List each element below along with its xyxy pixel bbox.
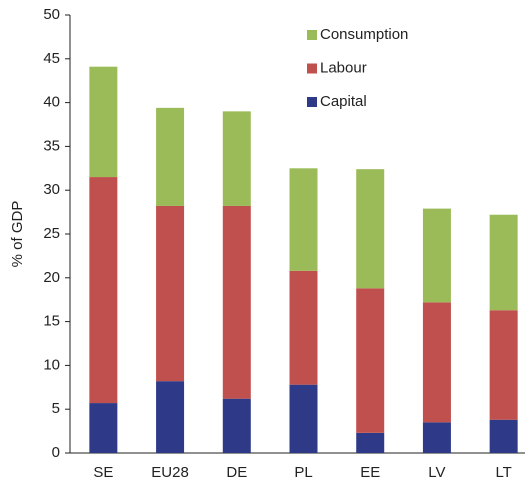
bar-segment	[222, 111, 251, 206]
x-tick-label: EE	[360, 464, 380, 481]
x-tick-label: SE	[93, 464, 113, 481]
y-tick-label: 40	[43, 94, 60, 111]
bar-segment	[489, 310, 518, 420]
bar-segment	[156, 107, 185, 206]
bar-segment	[222, 205, 251, 399]
bar-segment	[422, 302, 451, 423]
bar-segment	[89, 177, 118, 404]
bar-segment	[289, 270, 318, 385]
legend-label: Labour	[320, 59, 367, 76]
bar-segment	[489, 419, 518, 453]
y-tick-label: 30	[43, 181, 60, 198]
bar-segment	[89, 66, 118, 178]
x-tick-label: DE	[226, 464, 247, 481]
x-tick-label: EU28	[151, 464, 189, 481]
bar-segment	[356, 432, 385, 453]
legend-label: Consumption	[320, 26, 408, 43]
y-tick-label: 0	[52, 444, 60, 461]
y-tick-label: 10	[43, 356, 60, 373]
y-tick-label: 35	[43, 137, 60, 154]
bar-segment	[489, 214, 518, 311]
bar-segment	[289, 384, 318, 453]
y-tick-label: 15	[43, 313, 60, 330]
bar-segment	[422, 422, 451, 453]
bar-segment	[156, 205, 185, 382]
bar-segment	[222, 398, 251, 453]
y-tick-label: 5	[52, 400, 60, 417]
x-tick-label: PL	[294, 464, 312, 481]
y-tick-label: 45	[43, 50, 60, 67]
y-tick-label: 25	[43, 225, 60, 242]
x-tick-label: LT	[495, 464, 511, 481]
x-tick-label: LV	[428, 464, 445, 481]
bar-segment	[356, 288, 385, 433]
y-tick-label: 50	[43, 6, 60, 23]
bar-segment	[356, 169, 385, 289]
bar-segment	[289, 168, 318, 271]
bar-segment	[89, 403, 118, 453]
legend-swatch	[307, 30, 317, 40]
bar-segment	[422, 208, 451, 303]
legend-swatch	[307, 63, 317, 74]
y-axis-label: % of GDP	[9, 201, 26, 268]
bar-segment	[156, 381, 185, 453]
y-tick-label: 20	[43, 269, 60, 286]
legend-swatch	[307, 97, 317, 107]
legend-label: Capital	[320, 93, 367, 110]
